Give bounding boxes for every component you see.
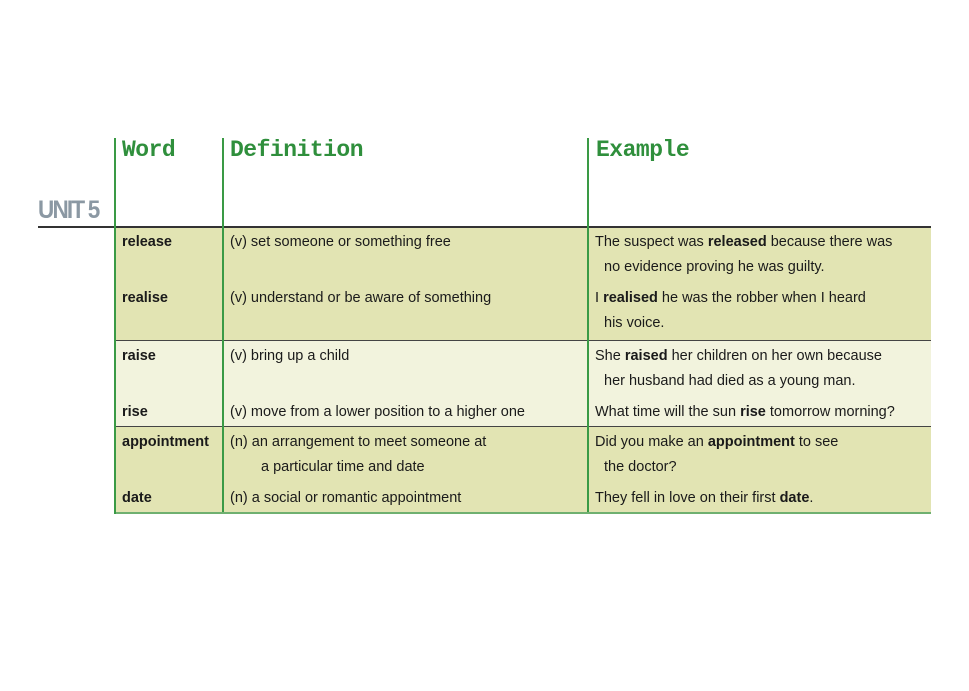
example-text: because there was [766, 234, 893, 250]
example-line: her husband had died as a young man. [604, 373, 856, 389]
column-divider [587, 138, 589, 514]
example-keyword: appointment [707, 434, 795, 450]
definition: (v) bring up a child [230, 344, 349, 369]
word-group: raise (v) bring up a child She raised he… [116, 340, 931, 427]
definition-line: (v) bring up a child [230, 348, 350, 364]
definition: (v) set someone or something free [230, 230, 451, 255]
definition-line: (v) move from a lower position to a high… [230, 404, 525, 420]
example: They fell in love on their first date. [595, 486, 813, 511]
example-text: She [595, 348, 625, 364]
example-line: She raised her children on her own becau… [595, 344, 882, 369]
definition: (n) an arrangement to meet someone at a … [230, 430, 486, 480]
example-text: tomorrow morning? [765, 404, 895, 420]
definition: (n) a social or romantic appointment [230, 486, 461, 511]
example-line: his voice. [604, 315, 665, 331]
example-text: he was the robber when I heard [657, 290, 866, 306]
definition-line: (n) an arrangement to meet someone at [230, 434, 487, 450]
example-line: They fell in love on their first date. [595, 486, 813, 511]
header-example: Example [596, 137, 690, 163]
example: Did you make an appointment to see the d… [595, 430, 838, 480]
example-text: I [595, 290, 604, 306]
word: appointment [122, 434, 209, 450]
example-keyword: released [707, 234, 767, 250]
header-word: Word [122, 137, 176, 163]
definition: (v) move from a lower position to a high… [230, 400, 525, 425]
header-divider [38, 226, 931, 228]
example-line: Did you make an appointment to see [595, 430, 838, 455]
definition-line: (n) a social or romantic appointment [230, 490, 462, 506]
example-line: The suspect was released because there w… [595, 230, 892, 255]
definition-line: (v) understand or be aware of something [230, 290, 492, 306]
unit-label: UNIT 5 [38, 196, 100, 224]
example-text: to see [794, 434, 839, 450]
example: I realised he was the robber when I hear… [595, 286, 866, 336]
word: release [122, 234, 172, 250]
definition: (v) understand or be aware of something [230, 286, 491, 311]
header-definition: Definition [230, 137, 364, 163]
example-text: What time will the sun [595, 404, 741, 420]
example-line: no evidence proving he was guilty. [604, 259, 825, 275]
word: realise [122, 290, 168, 306]
word: raise [122, 348, 156, 364]
example-keyword: raised [624, 348, 668, 364]
example-keyword: rise [740, 404, 766, 420]
word-group: release (v) set someone or something fre… [116, 227, 931, 340]
example-text: Did you make an [595, 434, 708, 450]
example: The suspect was released because there w… [595, 230, 892, 280]
column-divider [114, 138, 116, 514]
example-keyword: date [779, 490, 810, 506]
word-group: appointment (n) an arrangement to meet s… [116, 426, 931, 514]
example: What time will the sun rise tomorrow mor… [595, 400, 895, 425]
definition-line: (v) set someone or something free [230, 234, 451, 250]
example-line: I realised he was the robber when I hear… [595, 286, 866, 311]
example-text: They fell in love on their first [595, 490, 780, 506]
example-line: the doctor? [604, 459, 677, 475]
table-bottom-border [116, 512, 931, 514]
example-text: . [809, 490, 814, 506]
column-divider [222, 138, 224, 514]
example-line: What time will the sun rise tomorrow mor… [595, 400, 895, 425]
example-text: her children on her own because [667, 348, 882, 364]
word: date [122, 490, 152, 506]
definition-line: a particular time and date [261, 459, 425, 475]
example-text: The suspect was [595, 234, 708, 250]
example-keyword: realised [603, 290, 658, 306]
example: She raised her children on her own becau… [595, 344, 882, 394]
word: rise [122, 404, 148, 420]
